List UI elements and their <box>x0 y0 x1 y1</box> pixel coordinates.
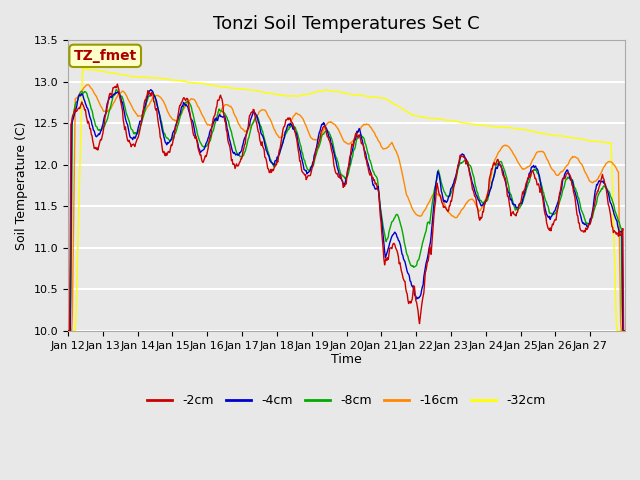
Y-axis label: Soil Temperature (C): Soil Temperature (C) <box>15 121 28 250</box>
Legend: -2cm, -4cm, -8cm, -16cm, -32cm: -2cm, -4cm, -8cm, -16cm, -32cm <box>142 389 550 412</box>
Title: Tonzi Soil Temperatures Set C: Tonzi Soil Temperatures Set C <box>213 15 480 33</box>
X-axis label: Time: Time <box>331 353 362 366</box>
Text: TZ_fmet: TZ_fmet <box>74 49 137 63</box>
